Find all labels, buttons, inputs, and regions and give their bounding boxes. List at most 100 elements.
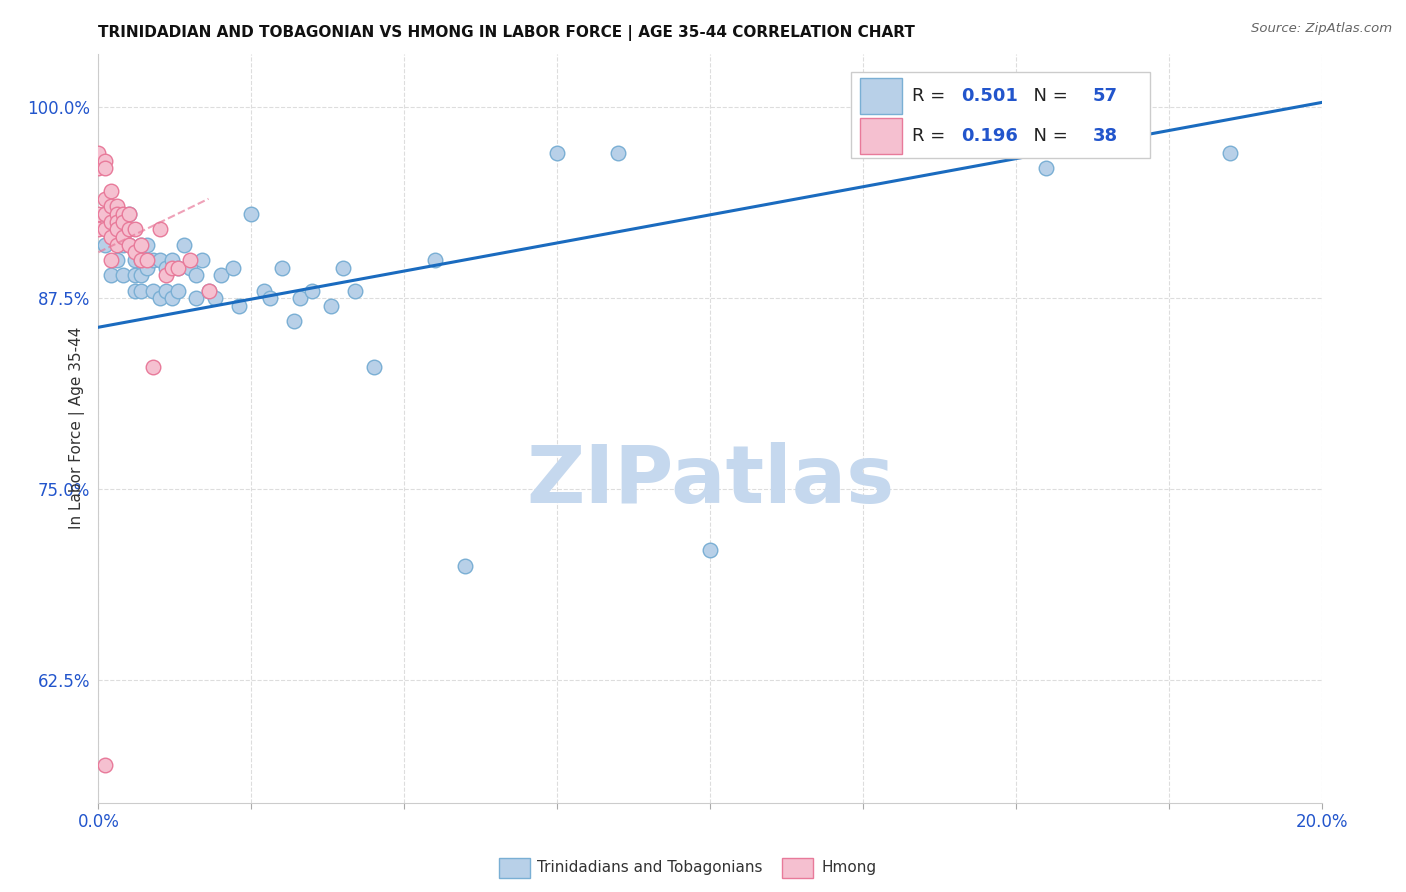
- Point: [118, 222, 141, 236]
- Point: [160, 252, 183, 267]
- Point: [240, 207, 263, 221]
- Point: [100, 207, 122, 221]
- Point: [197, 284, 219, 298]
- Point: [100, 184, 122, 198]
- Point: [222, 260, 245, 275]
- Point: [191, 252, 214, 267]
- Point: [93, 153, 115, 168]
- Point: [149, 222, 172, 236]
- Point: [87, 161, 110, 176]
- Point: [270, 260, 292, 275]
- Point: [111, 268, 134, 283]
- Point: [136, 237, 159, 252]
- FancyBboxPatch shape: [860, 78, 903, 114]
- Point: [204, 291, 226, 305]
- Text: R =: R =: [912, 87, 950, 105]
- Point: [186, 291, 208, 305]
- Point: [186, 268, 208, 283]
- Point: [252, 284, 274, 298]
- Point: [167, 284, 190, 298]
- Point: [118, 207, 141, 221]
- Point: [93, 222, 115, 236]
- Point: [105, 199, 128, 213]
- Point: [105, 222, 128, 236]
- Point: [105, 237, 128, 252]
- Point: [111, 207, 134, 221]
- Point: [129, 252, 152, 267]
- Point: [105, 222, 128, 236]
- Point: [100, 230, 122, 244]
- Point: [105, 252, 128, 267]
- Point: [93, 207, 115, 221]
- Point: [118, 237, 141, 252]
- Point: [209, 268, 232, 283]
- Text: 57: 57: [1092, 87, 1118, 105]
- Point: [149, 252, 172, 267]
- Point: [344, 284, 367, 298]
- Point: [118, 207, 141, 221]
- Point: [259, 291, 281, 305]
- Point: [179, 252, 201, 267]
- Point: [155, 260, 177, 275]
- Point: [111, 230, 134, 244]
- Point: [142, 284, 165, 298]
- Text: Hmong: Hmong: [821, 860, 876, 874]
- Text: N =: N =: [1022, 87, 1073, 105]
- Point: [607, 145, 630, 160]
- Point: [160, 260, 183, 275]
- Point: [319, 299, 342, 313]
- Point: [167, 260, 190, 275]
- Point: [93, 237, 115, 252]
- Point: [93, 207, 115, 221]
- Point: [124, 252, 146, 267]
- Point: [699, 543, 721, 558]
- Point: [546, 145, 568, 160]
- Point: [332, 260, 354, 275]
- Point: [290, 291, 312, 305]
- Point: [197, 284, 219, 298]
- Point: [1035, 161, 1057, 176]
- Point: [129, 252, 152, 267]
- Point: [160, 291, 183, 305]
- Point: [118, 237, 141, 252]
- Point: [167, 260, 190, 275]
- Point: [129, 237, 152, 252]
- Point: [111, 237, 134, 252]
- Point: [179, 260, 201, 275]
- Point: [100, 199, 122, 213]
- Point: [129, 284, 152, 298]
- Text: TRINIDADIAN AND TOBAGONIAN VS HMONG IN LABOR FORCE | AGE 35-44 CORRELATION CHART: TRINIDADIAN AND TOBAGONIAN VS HMONG IN L…: [98, 25, 915, 41]
- FancyBboxPatch shape: [851, 72, 1150, 159]
- FancyBboxPatch shape: [860, 118, 903, 154]
- Point: [100, 252, 122, 267]
- Point: [100, 268, 122, 283]
- Point: [111, 215, 134, 229]
- Point: [142, 252, 165, 267]
- Point: [363, 359, 385, 374]
- Point: [155, 268, 177, 283]
- Y-axis label: In Labor Force | Age 35-44: In Labor Force | Age 35-44: [69, 327, 84, 529]
- Point: [105, 215, 128, 229]
- Text: ZIPatlas: ZIPatlas: [526, 442, 894, 520]
- Point: [301, 284, 323, 298]
- Point: [136, 260, 159, 275]
- Point: [142, 359, 165, 374]
- Point: [149, 291, 172, 305]
- Text: 0.196: 0.196: [960, 127, 1018, 145]
- Point: [124, 284, 146, 298]
- Point: [124, 245, 146, 260]
- Point: [93, 757, 115, 772]
- Point: [173, 237, 195, 252]
- Point: [87, 207, 110, 221]
- Point: [136, 252, 159, 267]
- Point: [100, 215, 122, 229]
- Text: 0.501: 0.501: [960, 87, 1018, 105]
- Point: [155, 284, 177, 298]
- Point: [283, 314, 305, 328]
- Point: [228, 299, 250, 313]
- Text: Trinidadians and Tobagonians: Trinidadians and Tobagonians: [537, 860, 762, 874]
- Point: [129, 268, 152, 283]
- Text: 38: 38: [1092, 127, 1118, 145]
- Point: [124, 268, 146, 283]
- Text: N =: N =: [1022, 127, 1073, 145]
